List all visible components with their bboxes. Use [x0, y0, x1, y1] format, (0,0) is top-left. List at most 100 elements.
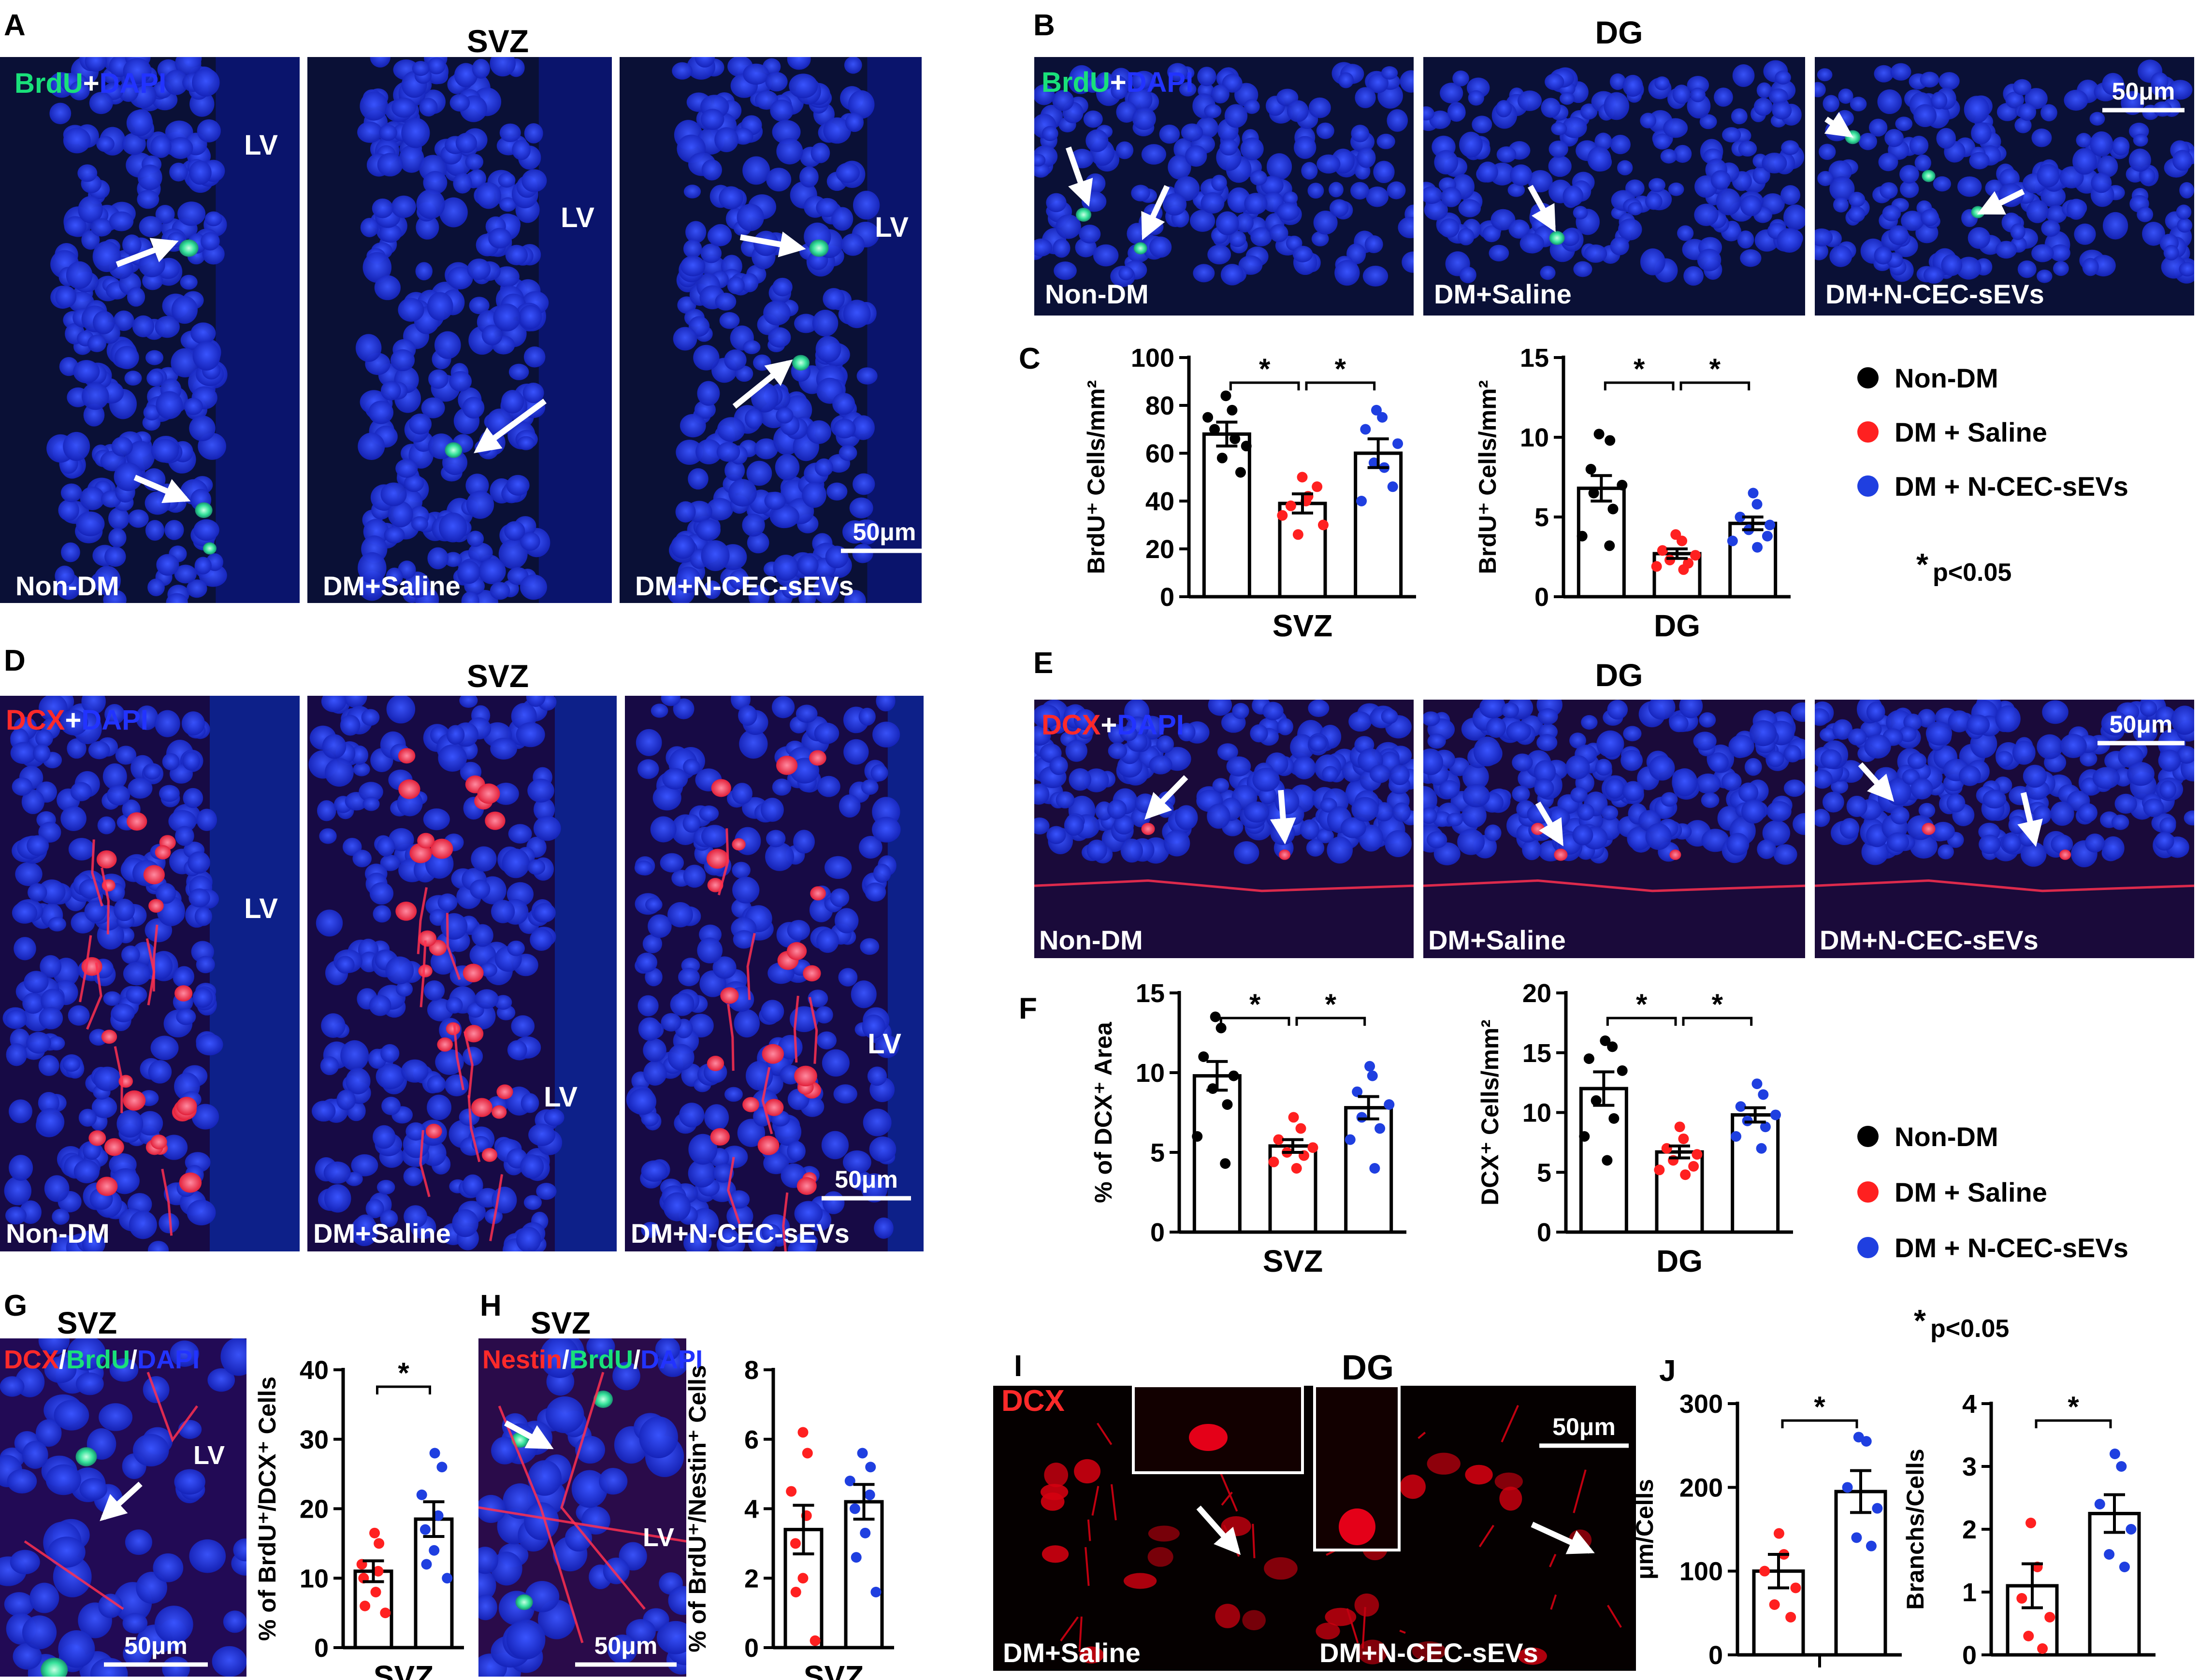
- data-point: [1678, 564, 1689, 575]
- data-point: [1202, 412, 1214, 423]
- svg-text:50μm: 50μm: [124, 1632, 188, 1659]
- data-point: [1583, 1053, 1594, 1064]
- y-axis-label: % of DCX⁺ Area: [1090, 1021, 1117, 1203]
- y-tick-label: 0: [1534, 583, 1549, 612]
- y-tick-label: 0: [744, 1634, 759, 1663]
- data-point: [433, 1510, 444, 1521]
- micrograph-G: [0, 1338, 246, 1677]
- title-H: SVZ: [531, 1306, 591, 1340]
- data-point: [802, 1448, 813, 1459]
- significance-star: *: [1325, 988, 1337, 1020]
- group-label-D-3: DM+N-CEC-sEVs: [631, 1218, 850, 1249]
- data-point: [1228, 1070, 1239, 1081]
- panel-letter-G: G: [4, 1289, 27, 1322]
- data-point: [1277, 510, 1288, 521]
- data-point: [1851, 1532, 1862, 1543]
- significance-bracket: [2035, 1419, 2112, 1428]
- y-tick-label: 30: [300, 1425, 329, 1454]
- bar-non-dm: [1192, 1074, 1242, 1234]
- arrow-marker: [1977, 188, 2025, 215]
- arrow-marker: [1535, 801, 1563, 847]
- y-tick-label: 5: [1150, 1138, 1165, 1167]
- data-point: [2109, 1449, 2120, 1459]
- data-point: [1677, 535, 1688, 546]
- data-point: [420, 1524, 431, 1535]
- micrograph-B-3: [1815, 57, 2194, 316]
- data-point: [1285, 500, 1296, 511]
- data-point: [810, 1635, 821, 1646]
- svg-text:BrdU+DAPI: BrdU+DAPI: [1042, 67, 1193, 98]
- significance-star: *: [1712, 988, 1723, 1020]
- lv-label-G: LV: [193, 1441, 225, 1470]
- data-point: [1215, 1022, 1227, 1034]
- data-point: [1222, 1099, 1233, 1110]
- data-point: [1210, 1011, 1221, 1022]
- data-point: [370, 1587, 381, 1597]
- significance-bracket: [1219, 1017, 1290, 1026]
- title-B: DG: [1595, 14, 1643, 50]
- lv-label-A1: LV: [244, 129, 278, 161]
- lv-label-A2: LV: [561, 202, 594, 233]
- stain-label-G: DCX/BrdU/DAPI: [4, 1345, 200, 1374]
- y-axis-label: % of BrdU⁺/Nestin⁺ Cells: [684, 1365, 711, 1652]
- stain-label-B: BrdU+DAPI: [1042, 67, 1193, 98]
- y-tick-label: 15: [1522, 1039, 1551, 1068]
- legend-F: Non-DM DM + Saline DM + N-CEC-sEVs: [1857, 1121, 2128, 1263]
- x-axis-label: DG: [1656, 1244, 1703, 1278]
- svg-text:DCX+DAPI: DCX+DAPI: [1042, 709, 1184, 741]
- legend-marker: [1857, 1181, 1879, 1203]
- y-tick-label: 40: [300, 1356, 329, 1385]
- panel-letter-E: E: [1033, 646, 1053, 680]
- x-axis-label: DG: [1654, 608, 1700, 643]
- bar-non-dm: [1577, 487, 1626, 599]
- significance-bracket: [1781, 1419, 1858, 1428]
- micrograph-B-1: [1034, 57, 1414, 316]
- y-tick-label: 0: [314, 1634, 329, 1663]
- data-point: [1617, 480, 1628, 490]
- y-tick-label: 8: [744, 1356, 759, 1385]
- scalebar-A: 50μm: [841, 518, 928, 553]
- y-tick-label: 10: [1520, 423, 1549, 452]
- group-label-B-2: DM+Saline: [1434, 279, 1572, 309]
- stain-label-D: DCX+DAPI: [6, 704, 148, 736]
- data-point: [864, 1489, 875, 1500]
- svg-text:50μm: 50μm: [2110, 711, 2173, 738]
- group-label-B-3: DM+N-CEC-sEVs: [1825, 279, 2044, 309]
- y-axis-label: DCX⁺ Cells/mm²: [1476, 1019, 1504, 1206]
- chart-F-DG: 0 5 10 15 20 DCX⁺ Cells/mm² DG * *: [1476, 979, 1793, 1278]
- data-point: [1773, 1528, 1784, 1539]
- data-point: [373, 1565, 384, 1577]
- y-axis-label: BrdU⁺ Cells/mm²: [1083, 380, 1110, 574]
- data-point: [1866, 1540, 1877, 1551]
- data-point: [1751, 1078, 1763, 1090]
- data-point: [1579, 1131, 1590, 1142]
- stain-label-I: DCX: [1001, 1384, 1065, 1418]
- data-point: [1762, 531, 1773, 542]
- lv-label-D1: LV: [244, 893, 278, 924]
- data-point: [1664, 555, 1676, 566]
- data-point: [1593, 429, 1605, 440]
- bar-dm-n-cec-sevs: [1354, 451, 1403, 599]
- data-point: [1690, 550, 1701, 561]
- significance-star: *: [1335, 353, 1346, 385]
- data-point: [1758, 1089, 1769, 1100]
- data-point: [1680, 1169, 1691, 1180]
- significance-bracket: [1606, 1017, 1677, 1026]
- arrow-marker: [2017, 792, 2043, 847]
- micrograph-B-2: [1423, 57, 1805, 316]
- data-point: [1605, 435, 1616, 446]
- scalebar-D: 50μm: [822, 1166, 911, 1201]
- arrow-marker: [1144, 775, 1188, 820]
- significance-bracket: [1229, 381, 1300, 390]
- svg-text:DCX/BrdU/DAPI: DCX/BrdU/DAPI: [4, 1345, 200, 1374]
- data-point: [1312, 481, 1323, 492]
- legend-label: DM + N-CEC-sEVs: [1895, 471, 2128, 502]
- data-point: [421, 1559, 432, 1570]
- data-point: [1367, 1070, 1378, 1081]
- arrow-marker: [1824, 112, 1853, 138]
- data-point: [1617, 1065, 1628, 1076]
- data-point: [1727, 535, 1738, 546]
- title-D: SVZ: [467, 658, 529, 694]
- data-point: [790, 1587, 801, 1597]
- data-point: [2023, 1631, 2034, 1641]
